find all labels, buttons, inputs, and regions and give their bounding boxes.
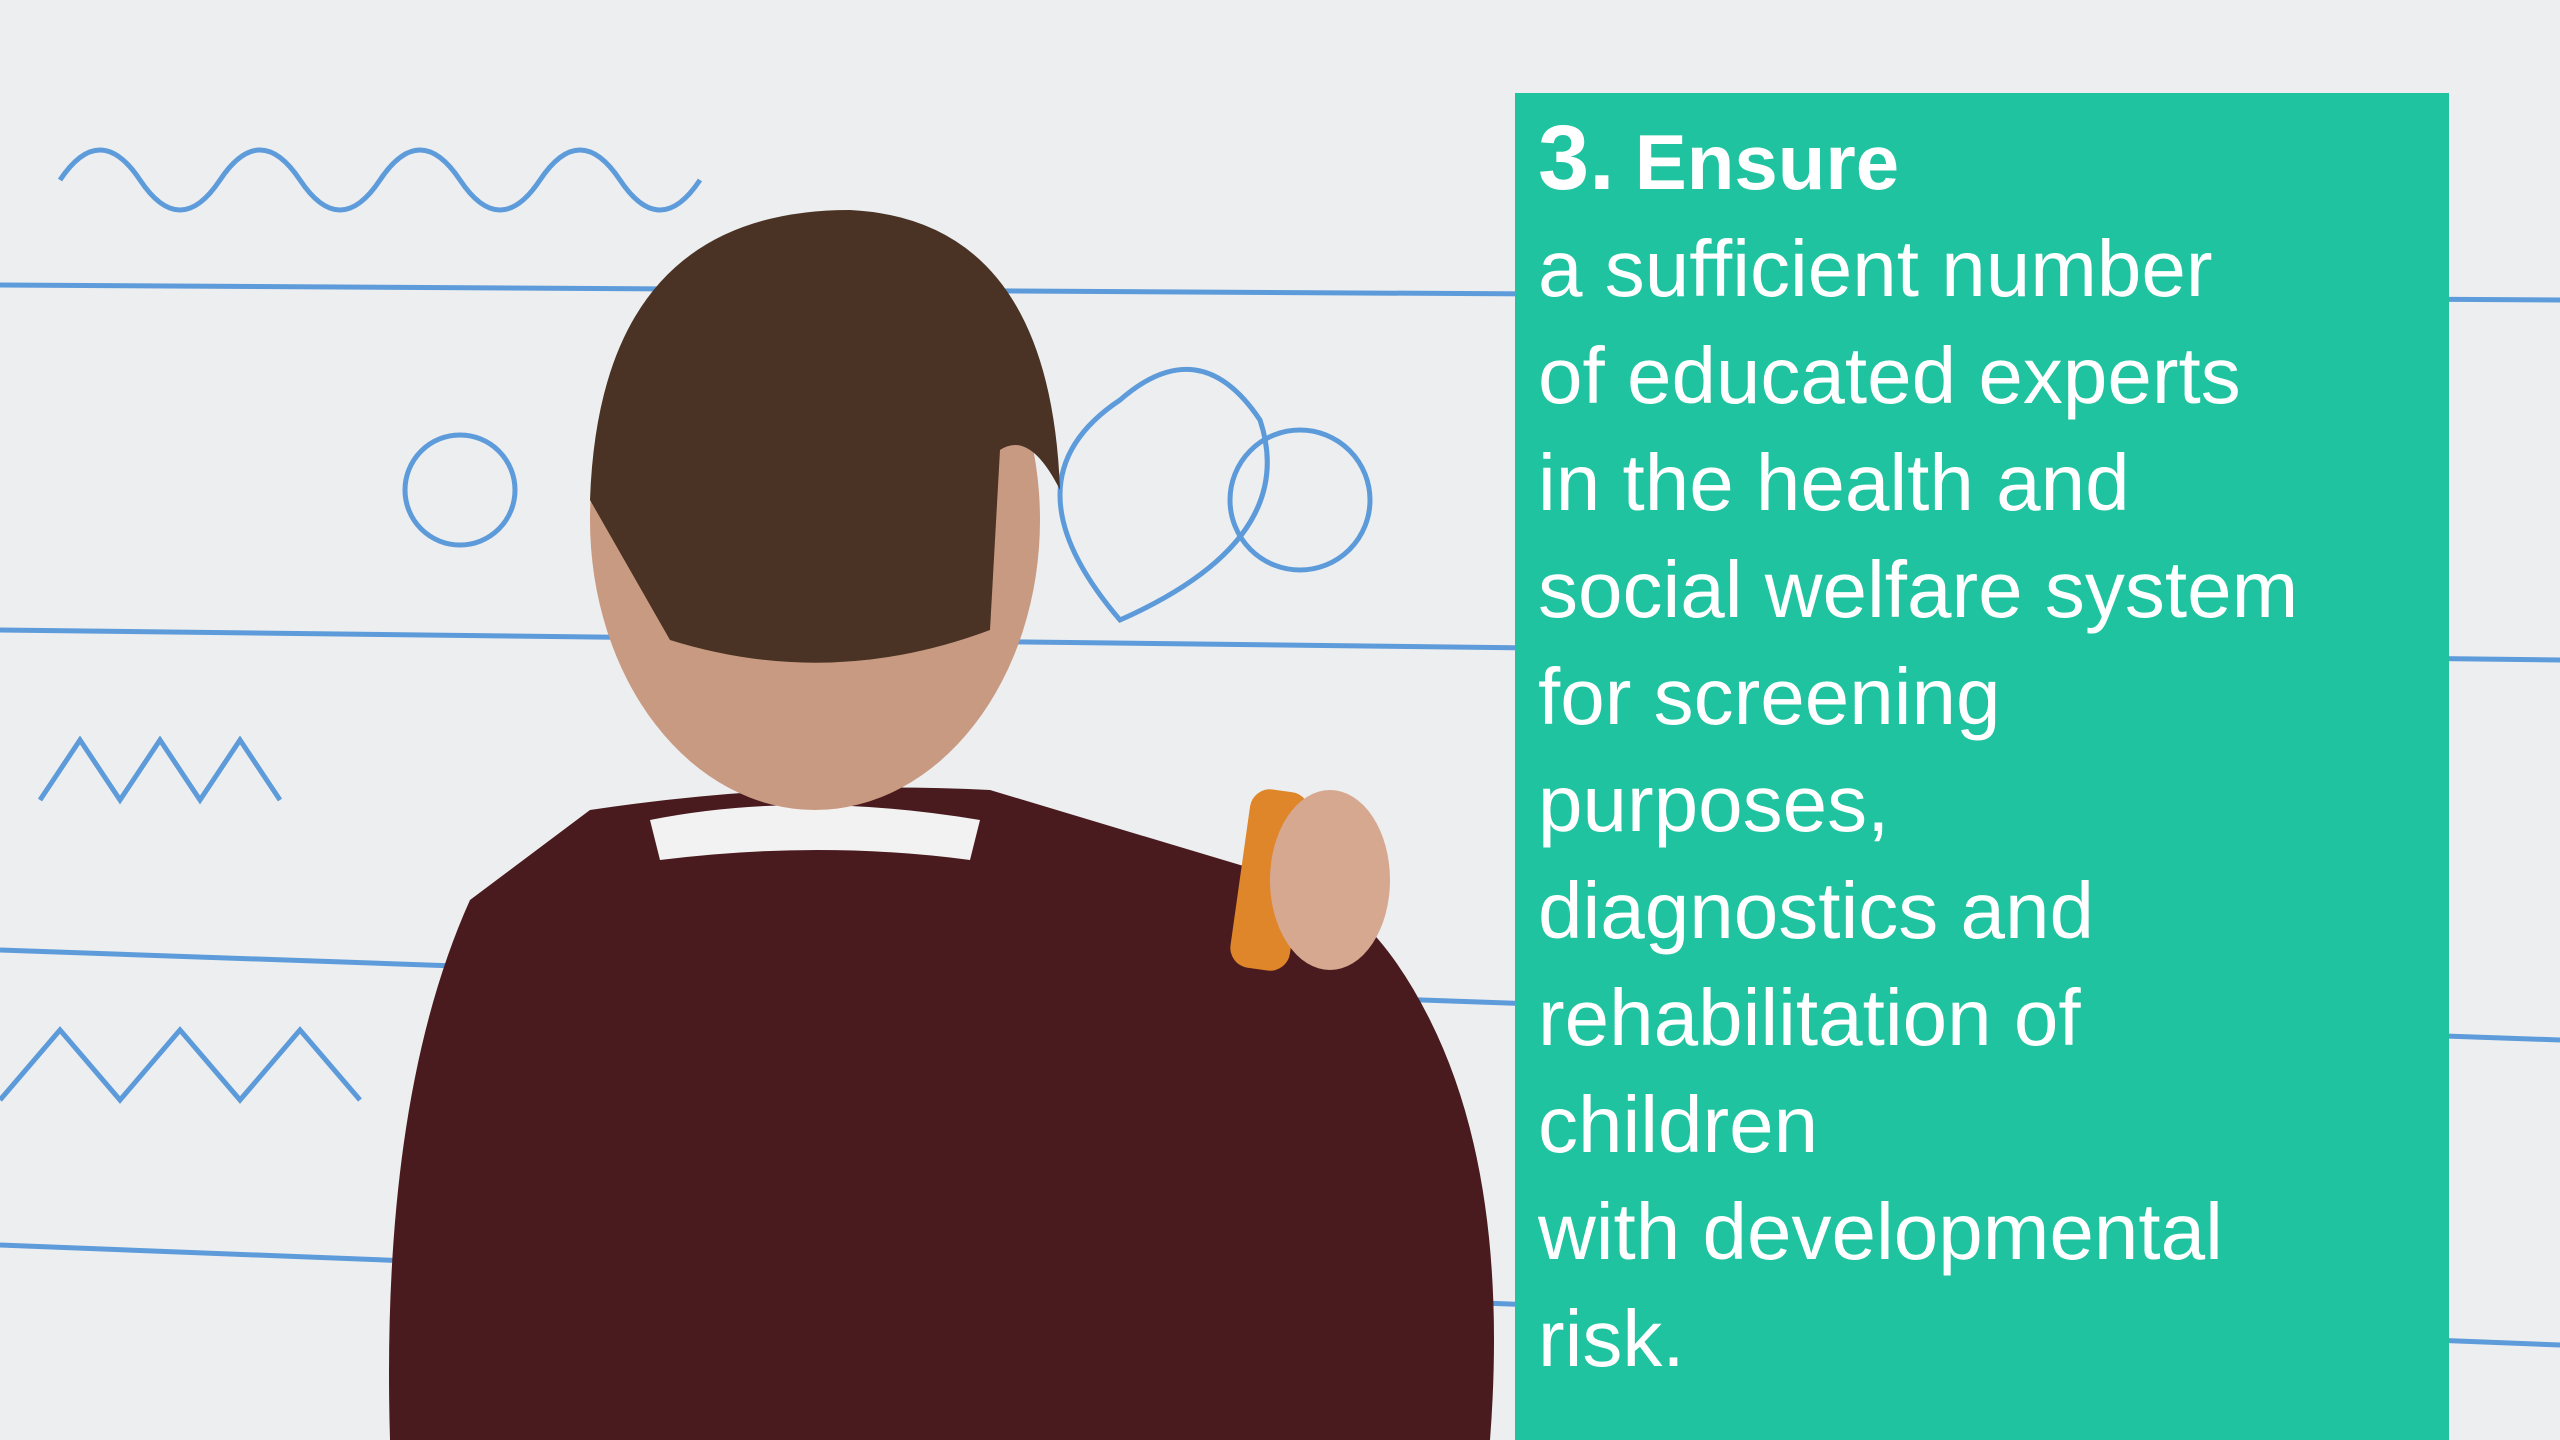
body-line: risk.	[1538, 1285, 2298, 1392]
body-line: with developmental	[1538, 1178, 2298, 1285]
body-line: rehabilitation of	[1538, 964, 2298, 1071]
heading-title: Ensure	[1635, 118, 1899, 206]
heading: 3.Ensure	[1538, 103, 1899, 213]
slide: {"heading": {"number": "3.", "title": "E…	[0, 0, 2560, 1440]
body-line: purposes,	[1538, 750, 2298, 857]
body-line: in the health and	[1538, 429, 2298, 536]
body-line: diagnostics and	[1538, 857, 2298, 964]
body-line: children	[1538, 1071, 2298, 1178]
body-line: for screening	[1538, 643, 2298, 750]
body-line: of educated experts	[1538, 322, 2298, 429]
body-line: social welfare system	[1538, 536, 2298, 643]
heading-number: 3.	[1538, 107, 1615, 209]
body-line: a sufficient number	[1538, 215, 2298, 322]
